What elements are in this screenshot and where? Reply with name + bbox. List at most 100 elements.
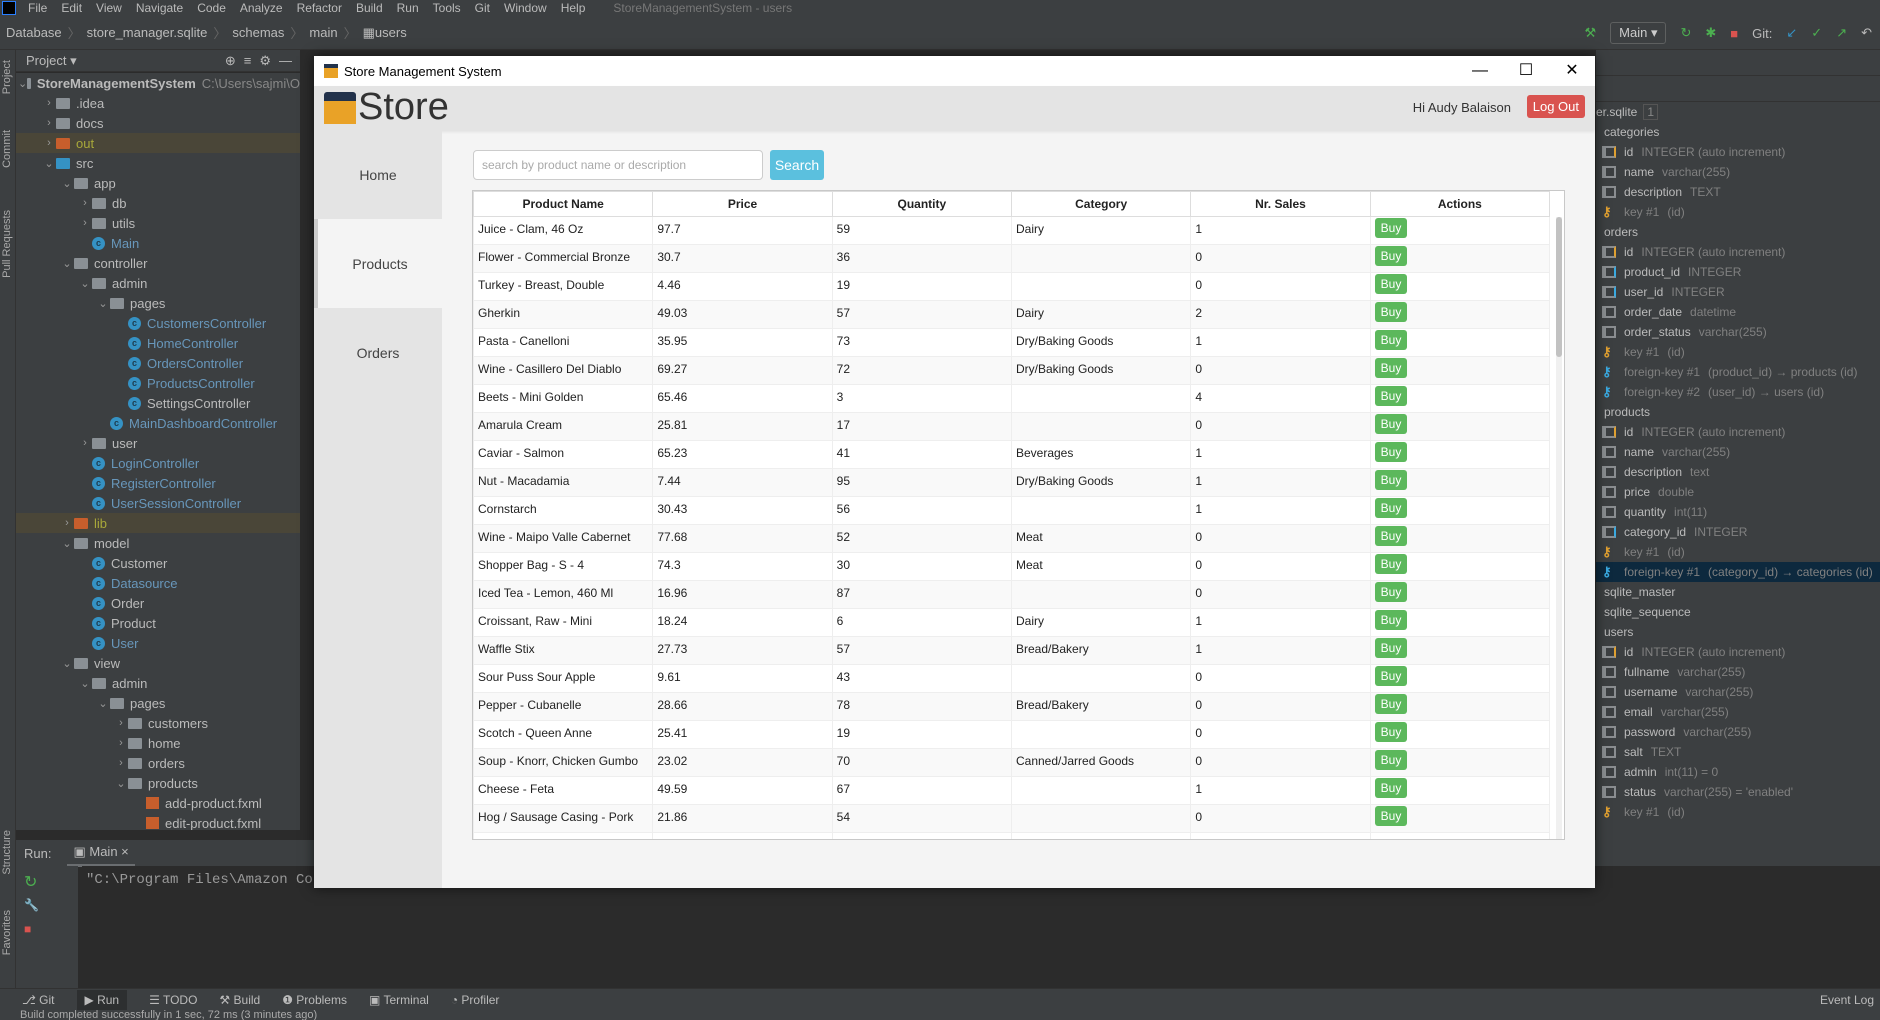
side-tab-project[interactable]: Project <box>1 60 13 95</box>
db-tree-item[interactable]: password varchar(255) <box>1596 722 1880 742</box>
db-tree-item[interactable]: orders <box>1596 222 1880 242</box>
tree-item[interactable]: ⌄ admin <box>16 273 300 293</box>
tree-item[interactable]: c Datasource <box>16 573 300 593</box>
menu-help[interactable]: Help <box>560 1 586 15</box>
chevron-right-icon[interactable]: › <box>65 517 69 529</box>
side-tab-pull-requests[interactable]: Pull Requests <box>1 210 13 278</box>
build-icon[interactable]: ⚒ <box>1584 25 1597 40</box>
db-tree-item[interactable]: ⚷ key #1 (id) <box>1596 202 1880 222</box>
breadcrumb-item[interactable]: Database <box>6 25 62 40</box>
tree-item[interactable]: c User <box>16 633 300 653</box>
minimize-button[interactable]: — <box>1472 62 1488 79</box>
chevron-right-icon[interactable]: › <box>83 437 87 449</box>
db-tree-item[interactable]: id INTEGER (auto increment) <box>1596 642 1880 662</box>
db-tree-item[interactable]: id INTEGER (auto increment) <box>1596 242 1880 262</box>
tool-tab-todo[interactable]: ☰ TODO <box>149 993 197 1007</box>
tree-item[interactable]: › docs <box>16 113 300 133</box>
chevron-down-icon[interactable]: ⌄ <box>44 157 54 170</box>
db-tree-item[interactable]: ⚷ key #1 (id) <box>1596 542 1880 562</box>
tree-item[interactable]: c HomeController <box>16 333 300 353</box>
db-tree-item[interactable]: name varchar(255) <box>1596 162 1880 182</box>
tree-item[interactable]: c SettingsController <box>16 393 300 413</box>
db-tree-item[interactable]: ⚷ foreign-key #1 (category_id) → categorie… <box>1596 562 1880 582</box>
event-log-button[interactable]: Event Log <box>1819 992 1874 1007</box>
tree-item[interactable]: c MainDashboardController <box>16 413 300 433</box>
search-input[interactable] <box>473 150 763 180</box>
tool-tab-run[interactable]: ▶ Run <box>76 989 128 1010</box>
side-tab-commit[interactable]: Commit <box>1 130 13 168</box>
nav-home[interactable]: Home <box>359 166 397 183</box>
db-source[interactable]: er.sqlite 1 <box>1596 102 1880 122</box>
chevron-down-icon[interactable]: ⌄ <box>98 697 108 710</box>
tree-item[interactable]: › out <box>16 133 300 153</box>
db-tree-item[interactable]: fullname varchar(255) <box>1596 662 1880 682</box>
nav-products[interactable]: Products <box>314 219 442 308</box>
tree-item[interactable]: ⌄ products <box>16 773 300 793</box>
buy-button[interactable]: Buy <box>1374 442 1408 462</box>
chevron-right-icon[interactable]: › <box>83 217 87 229</box>
db-tree-item[interactable]: order_date datetime <box>1596 302 1880 322</box>
menu-edit[interactable]: Edit <box>61 1 83 15</box>
chevron-right-icon[interactable]: › <box>47 117 51 129</box>
git-push-icon[interactable]: ↗ <box>1836 25 1848 40</box>
chevron-down-icon[interactable]: ⌄ <box>98 297 108 310</box>
chevron-down-icon[interactable]: ⌄ <box>62 177 72 190</box>
column-header-nr-sales[interactable]: Nr. Sales <box>1190 191 1371 217</box>
buy-button[interactable]: Buy <box>1374 274 1408 294</box>
chevron-down-icon[interactable]: ⌄ <box>80 677 90 690</box>
scrollbar-thumb[interactable] <box>1556 217 1562 357</box>
tree-item[interactable]: › home <box>16 733 300 753</box>
buy-button[interactable]: Buy <box>1374 414 1408 434</box>
buy-button[interactable]: Buy <box>1374 526 1408 546</box>
buy-button[interactable]: Buy <box>1374 470 1408 490</box>
db-tree-item[interactable]: id INTEGER (auto increment) <box>1596 142 1880 162</box>
chevron-down-icon[interactable]: ⌄ <box>62 537 72 550</box>
column-header-price[interactable]: Price <box>652 191 833 217</box>
tree-item[interactable]: c LoginController <box>16 453 300 473</box>
db-tree-item[interactable]: id INTEGER (auto increment) <box>1596 422 1880 442</box>
buy-button[interactable]: Buy <box>1374 498 1408 518</box>
menu-refactor[interactable]: Refactor <box>296 1 342 15</box>
nav-orders[interactable]: Orders <box>356 344 400 361</box>
expand-all-icon[interactable]: ≡ <box>243 53 252 68</box>
locate-icon[interactable]: ⊕ <box>224 52 236 68</box>
tree-item[interactable]: › lib <box>16 513 300 533</box>
tool-tab-terminal[interactable]: ▣ Terminal <box>369 993 429 1007</box>
rerun-icon[interactable]: ↻ <box>1680 25 1692 40</box>
db-tree-item[interactable]: status varchar(255) = 'enabled' <box>1596 782 1880 802</box>
buy-button[interactable]: Buy <box>1374 554 1408 574</box>
chevron-right-icon[interactable]: › <box>119 737 123 749</box>
chevron-right-icon[interactable]: › <box>47 97 51 109</box>
buy-button[interactable]: Buy <box>1374 330 1408 350</box>
db-tree-item[interactable]: product_id INTEGER <box>1596 262 1880 282</box>
wrench-icon[interactable]: 🔧 <box>24 898 39 912</box>
chevron-down-icon[interactable]: ⌄ <box>116 777 126 790</box>
buy-button[interactable]: Buy <box>1374 358 1408 378</box>
db-tree-item[interactable]: description text <box>1596 462 1880 482</box>
db-tree-item[interactable]: price double <box>1596 482 1880 502</box>
tree-item[interactable]: › orders <box>16 753 300 773</box>
buy-button[interactable]: Buy <box>1374 218 1408 238</box>
buy-button[interactable]: Buy <box>1374 722 1408 742</box>
breadcrumb-item[interactable]: schemas <box>232 25 285 40</box>
rerun-icon[interactable]: ↻ <box>24 874 38 891</box>
tree-item[interactable]: ⌄ model <box>16 533 300 553</box>
tree-item[interactable]: ⌄ StoreManagementSystem C:\Users\sajmi\O <box>16 73 300 93</box>
column-header-product-name[interactable]: Product Name <box>473 191 654 217</box>
chevron-right-icon[interactable]: › <box>119 717 123 729</box>
tree-item[interactable]: ⌄ app <box>16 173 300 193</box>
breadcrumb-item[interactable]: store_manager.sqlite <box>86 25 208 40</box>
db-tree-item[interactable]: user_id INTEGER <box>1596 282 1880 302</box>
column-header-actions[interactable]: Actions <box>1369 191 1551 217</box>
undo-icon[interactable]: ↶ <box>1861 25 1872 40</box>
menu-build[interactable]: Build <box>355 1 383 15</box>
side-tab-structure[interactable]: Structure <box>1 830 13 875</box>
git-commit-icon[interactable]: ✓ <box>1811 25 1823 40</box>
menu-run[interactable]: Run <box>396 1 419 15</box>
tool-tab-git[interactable]: ⎇ Git <box>22 993 55 1007</box>
db-tree-item[interactable]: ⚷ foreign-key #2 (user_id) → users (id) <box>1596 382 1880 402</box>
debug-icon[interactable]: ✱ <box>1705 25 1717 40</box>
table-scrollbar[interactable] <box>1556 217 1562 839</box>
chevron-right-icon[interactable]: › <box>119 757 123 769</box>
tree-item[interactable]: ⌄ pages <box>16 693 300 713</box>
